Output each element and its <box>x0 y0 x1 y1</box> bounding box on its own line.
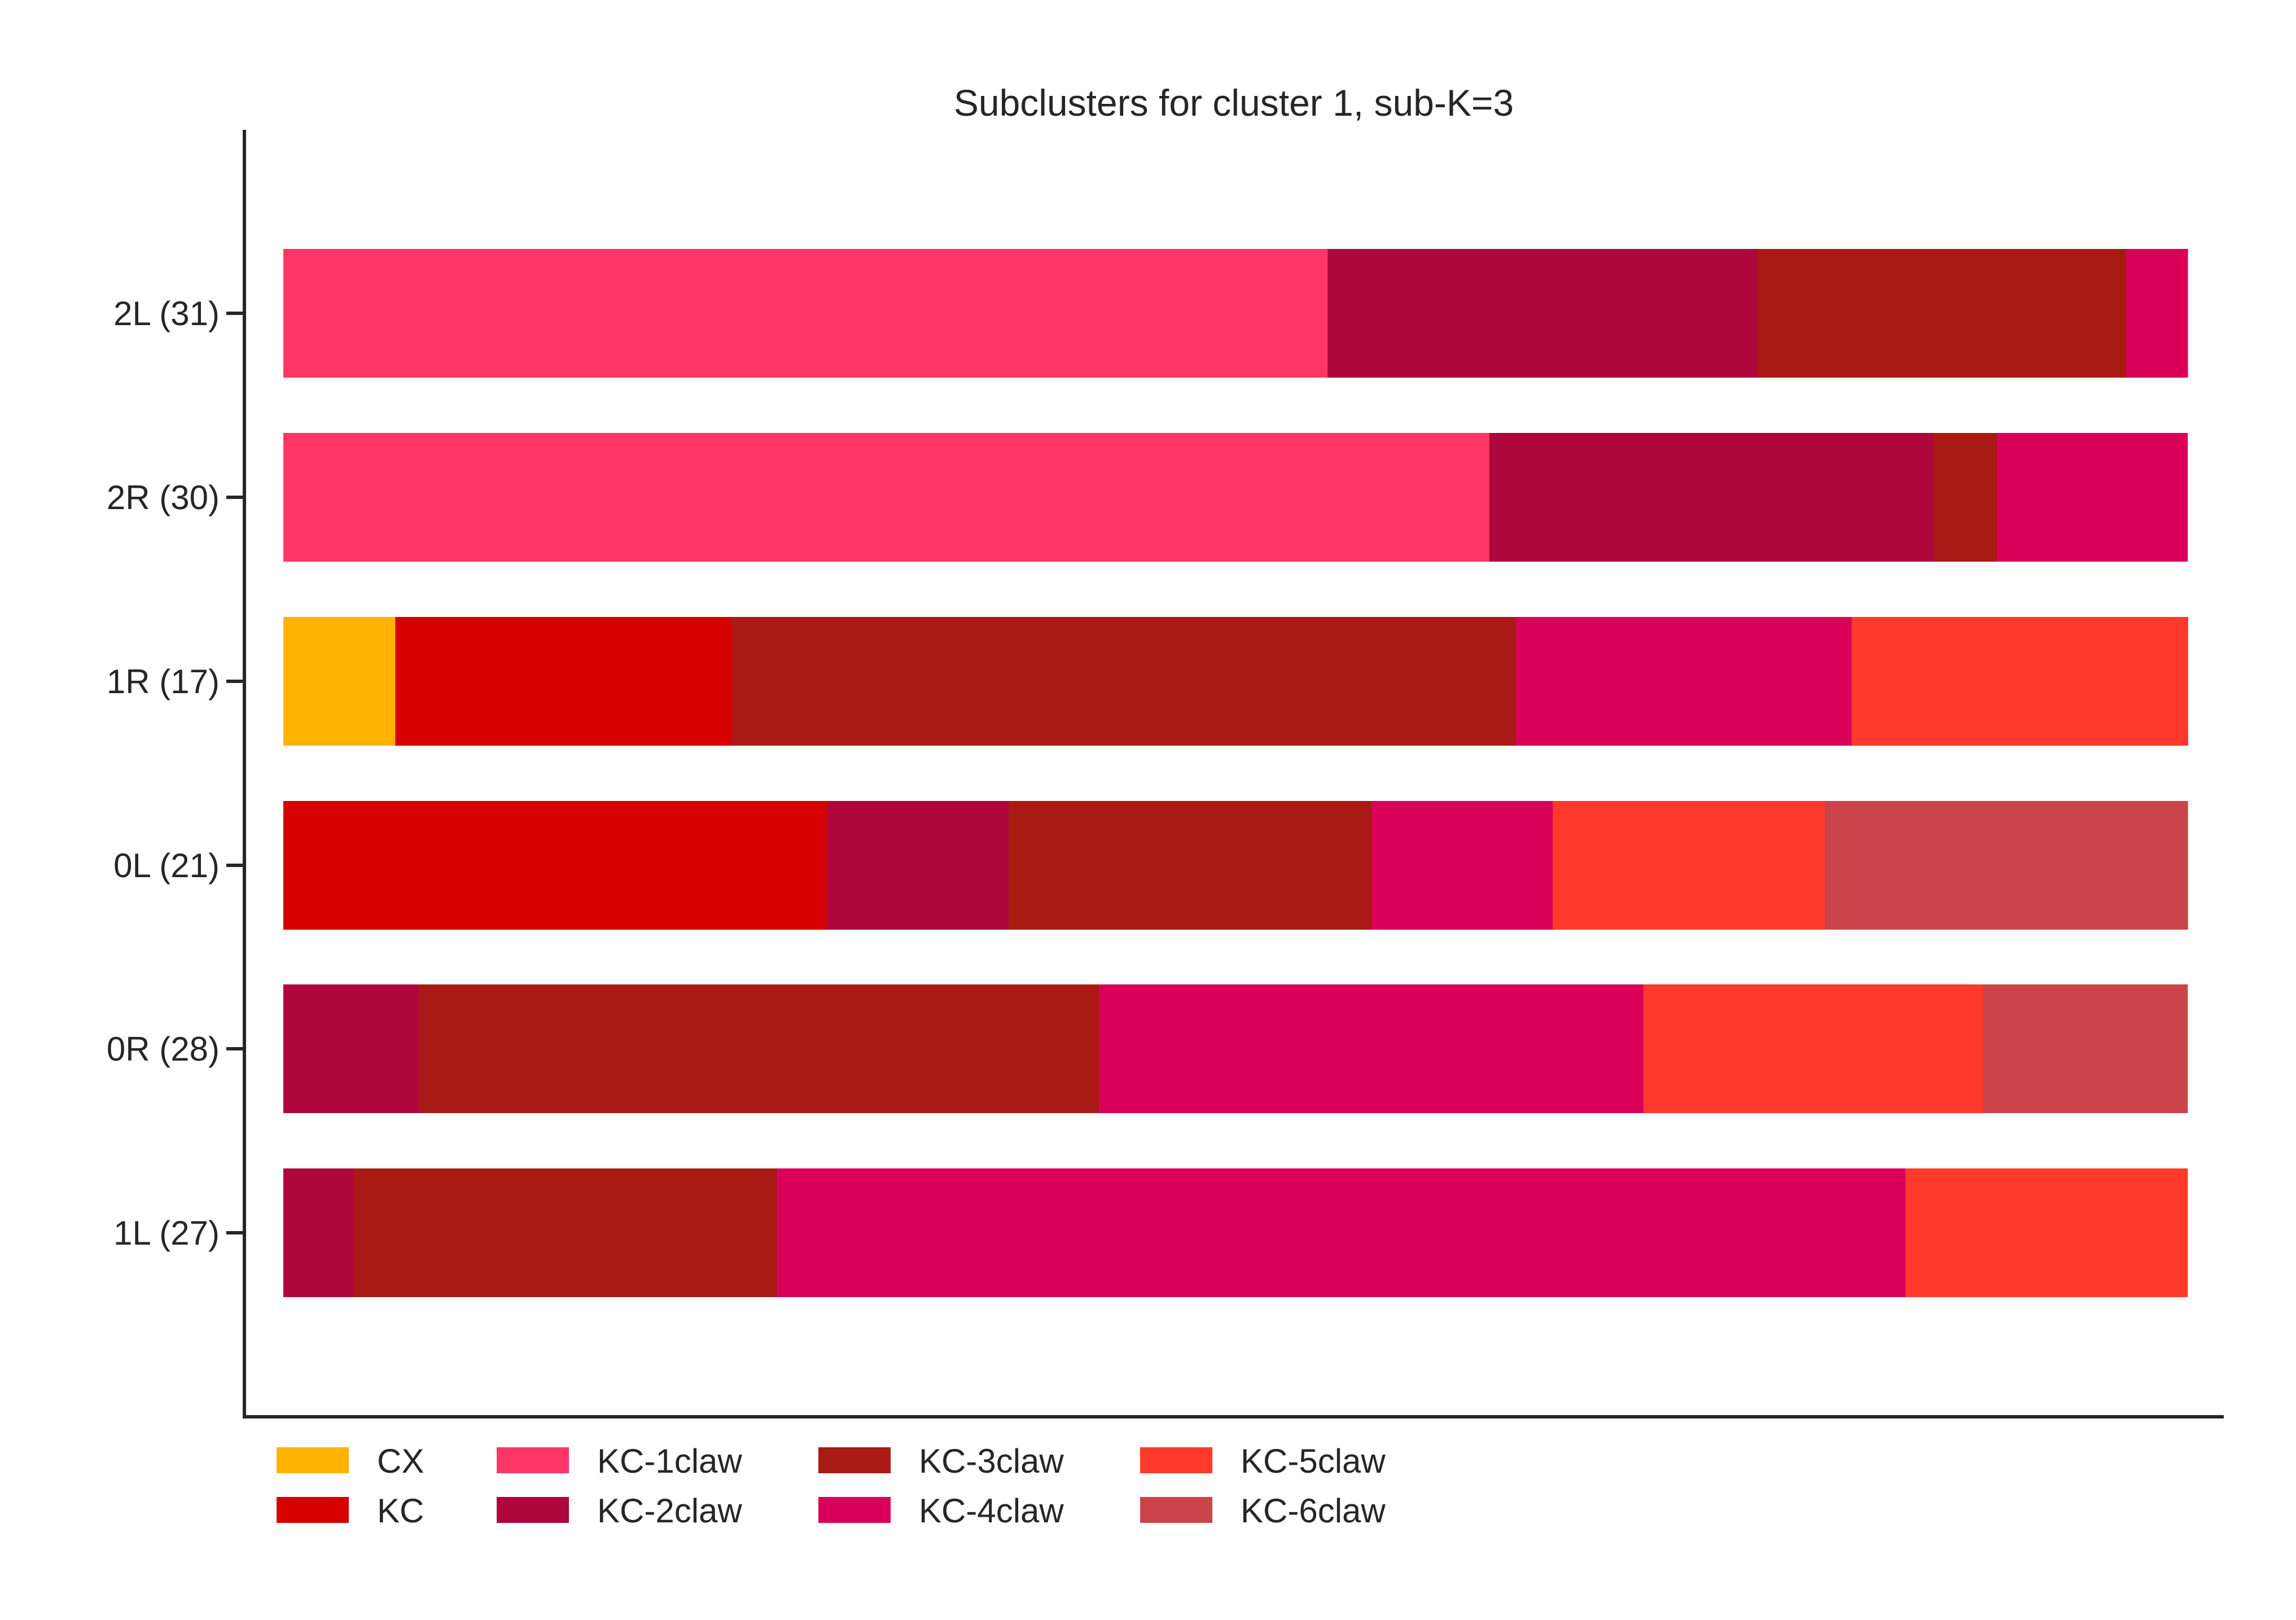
legend-swatch-kc <box>277 1497 349 1523</box>
legend-swatch-kc-3claw <box>818 1447 891 1473</box>
y-ticks-group: 2L (31) 2R (30) 1R (17) 0L (21) 0R (28) 1L (2… <box>107 295 244 1252</box>
bar-segment-1r-17-kc-3claw <box>731 617 1516 746</box>
bar-segment-0l-21-kc-2claw <box>827 801 1009 930</box>
bars-group <box>283 249 2188 1297</box>
legend-label-kc: KC <box>377 1492 424 1530</box>
bar-segment-0r-28-kc-3claw <box>419 984 1100 1113</box>
bar-segment-0l-21-kc <box>283 801 828 930</box>
bar-segment-0r-28-kc-6claw <box>1983 984 2188 1113</box>
bar-segment-0r-28-kc-2claw <box>283 984 420 1113</box>
legend-swatch-kc-5claw <box>1140 1447 1212 1473</box>
bar-segment-1r-17-kc-5claw <box>1851 617 2188 746</box>
legend-label-kc-1claw: KC-1claw <box>597 1442 742 1480</box>
y-tick-label-2r-30: 2R (30) <box>107 479 220 516</box>
y-tick-label-2l-31: 2L (31) <box>113 295 220 332</box>
bar-segment-2r-30-kc-2claw <box>1489 433 1934 562</box>
chart-title: Subclusters for cluster 1, sub-K=3 <box>954 82 1514 124</box>
y-tick-label-0l-21: 0L (21) <box>113 847 220 885</box>
bar-segment-1r-17-kc-4claw <box>1515 617 1852 746</box>
bar-segment-2r-30-kc-1claw <box>283 433 1490 562</box>
bar-segment-0l-21-kc-6claw <box>1825 801 2188 930</box>
bar-segment-2r-30-kc-4claw <box>1997 433 2188 562</box>
bar-segment-2l-31-kc-3claw <box>1758 249 2127 378</box>
legend-swatch-kc-2claw <box>497 1497 569 1523</box>
y-tick-label-1r-17: 1R (17) <box>107 663 220 700</box>
legend-swatch-kc-4claw <box>818 1497 891 1523</box>
bar-segment-1l-27-kc-4claw <box>777 1168 1906 1297</box>
axes-group <box>243 130 2224 1418</box>
bar-segment-0l-21-kc-4claw <box>1371 801 1553 930</box>
bar-segment-1l-27-kc-5claw <box>1905 1168 2188 1297</box>
legend-label-kc-3claw: KC-3claw <box>919 1442 1064 1480</box>
legend-label-cx: CX <box>377 1442 424 1480</box>
y-tick-label-0r-28: 0R (28) <box>107 1030 220 1068</box>
legend-label-kc-5claw: KC-5claw <box>1241 1442 1386 1480</box>
bar-segment-2r-30-kc-3claw <box>1933 433 1997 562</box>
y-tick-label-1l-27: 1L (27) <box>113 1214 220 1252</box>
bar-segment-0r-28-kc-5claw <box>1643 984 1984 1113</box>
bar-segment-1l-27-kc-3claw <box>353 1168 778 1297</box>
bar-segment-0l-21-kc-5claw <box>1553 801 1825 930</box>
bar-segment-2l-31-kc-4claw <box>2126 249 2188 378</box>
bar-segment-0l-21-kc-3claw <box>1009 801 1372 930</box>
legend-swatch-kc-1claw <box>497 1447 569 1473</box>
bar-segment-1l-27-kc-2claw <box>283 1168 354 1297</box>
bar-segment-1r-17-kc <box>395 617 732 746</box>
legend-label-kc-2claw: KC-2claw <box>597 1492 742 1530</box>
bar-segment-0r-28-kc-4claw <box>1099 984 1644 1113</box>
legend-swatch-cx <box>277 1447 349 1473</box>
bar-segment-1r-17-cx <box>283 617 396 746</box>
legend: CX KC KC-1claw KC-2claw KC-3claw KC-4claw KC-5… <box>277 1442 1386 1530</box>
bar-segment-2l-31-kc-2claw <box>1327 249 1758 378</box>
legend-swatch-kc-6claw <box>1140 1497 1212 1523</box>
legend-label-kc-4claw: KC-4claw <box>919 1492 1064 1530</box>
legend-label-kc-6claw: KC-6claw <box>1241 1492 1386 1530</box>
bar-segment-2l-31-kc-1claw <box>283 249 1328 378</box>
